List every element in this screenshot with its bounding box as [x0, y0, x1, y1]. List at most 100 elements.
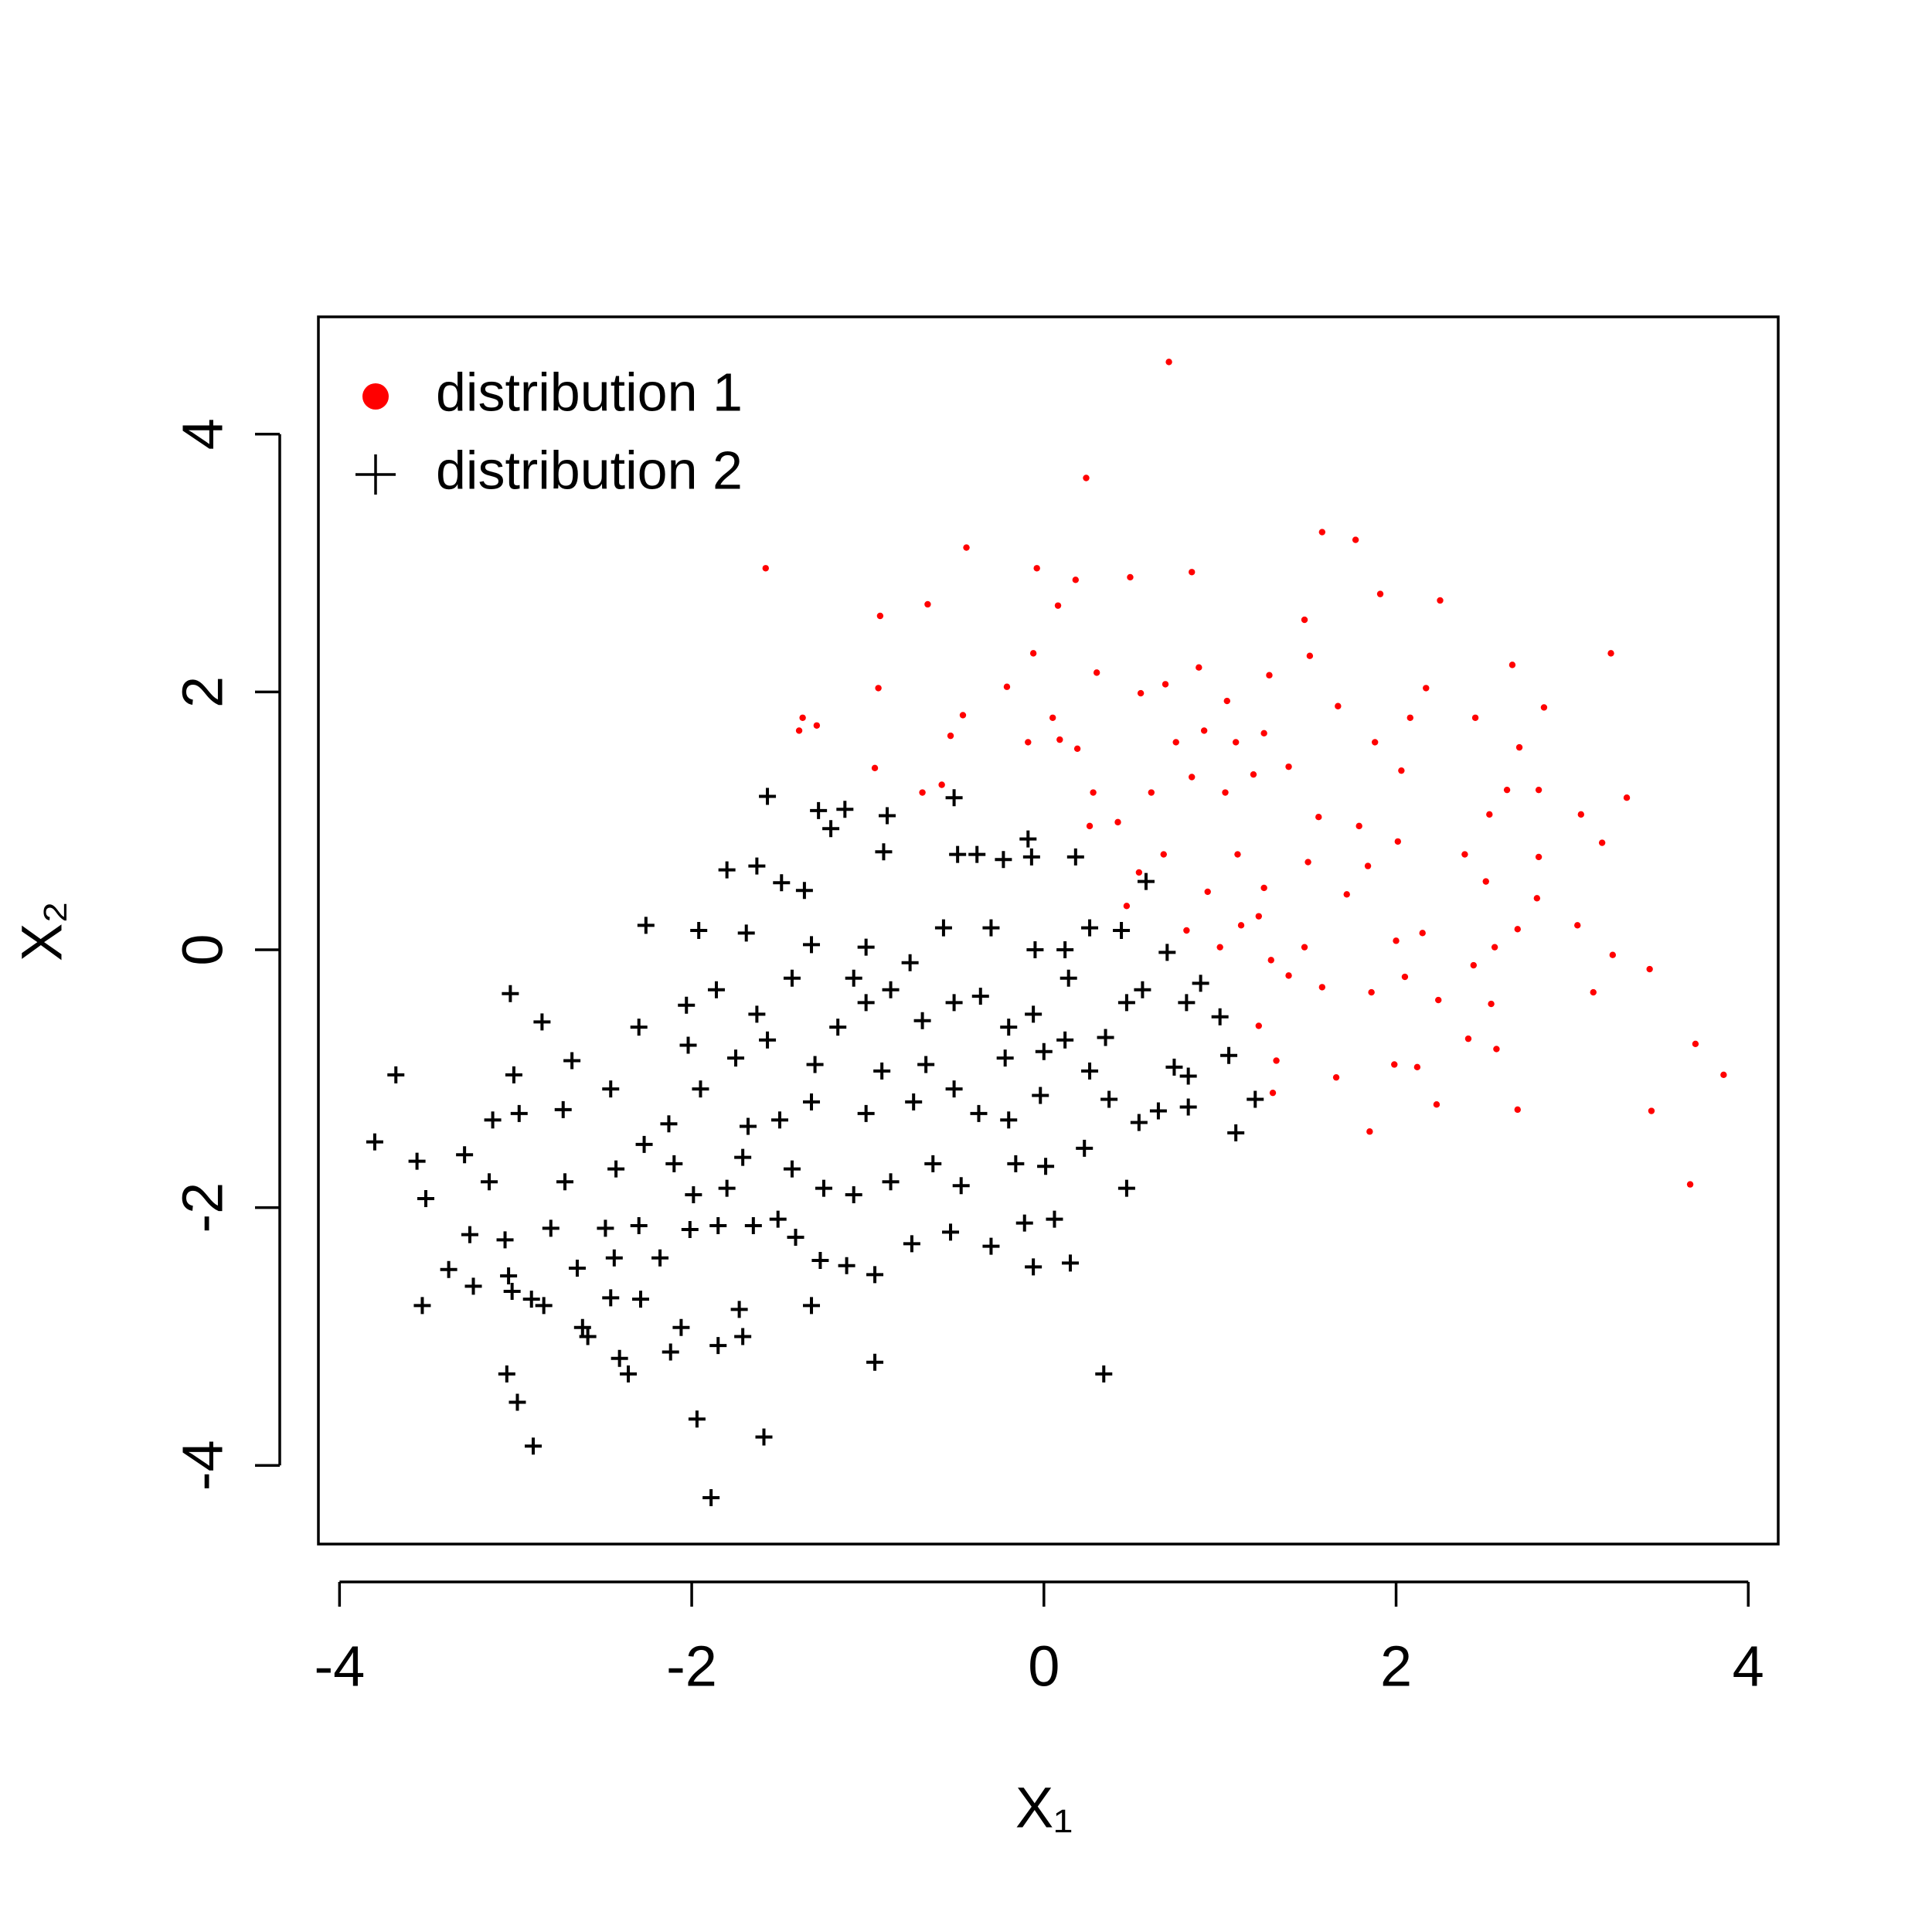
data-point [875, 843, 893, 861]
x-tick-label: -2 [666, 1634, 717, 1699]
data-point [1000, 1019, 1018, 1036]
data-point [1368, 988, 1375, 996]
data-point [1117, 994, 1135, 1012]
data-point [806, 1056, 824, 1073]
data-point [1162, 681, 1169, 688]
data-point [635, 1135, 653, 1153]
data-point [810, 801, 828, 819]
data-point [959, 712, 967, 719]
data-point [879, 807, 896, 825]
data-point [949, 845, 967, 863]
data-point [1130, 1114, 1148, 1131]
data-point [556, 1173, 574, 1191]
data-point [1401, 973, 1409, 981]
data-point [1227, 1124, 1245, 1141]
data-point [1391, 1061, 1398, 1068]
data-point [1514, 926, 1521, 933]
data-point [503, 1283, 521, 1301]
data-point [464, 1277, 482, 1295]
data-point [502, 985, 519, 1002]
data-point [942, 1223, 960, 1241]
data-point [1056, 736, 1063, 743]
data-point [787, 1229, 804, 1246]
legend-marker [362, 383, 389, 410]
data-point [1200, 727, 1208, 734]
data-point [845, 969, 862, 987]
data-point [762, 565, 769, 572]
data-point [597, 1219, 614, 1237]
data-point [945, 1080, 963, 1098]
data-point [1364, 862, 1372, 869]
data-point [866, 1353, 884, 1371]
data-point [917, 1056, 935, 1073]
data-point [945, 994, 963, 1012]
data-point [934, 919, 952, 937]
data-point [702, 1488, 720, 1506]
data-point [1371, 739, 1379, 746]
data-point [1083, 474, 1090, 481]
data-point [1435, 996, 1442, 1004]
data-point [1267, 957, 1274, 964]
data-point [692, 1080, 709, 1098]
data-point [535, 1297, 553, 1315]
data-point [1366, 1128, 1373, 1135]
x-tick-label: 0 [1028, 1634, 1060, 1699]
data-point [1423, 685, 1430, 692]
data-point [1234, 851, 1241, 858]
data-point [1097, 1029, 1114, 1046]
data-point [727, 1049, 745, 1067]
data-point [822, 820, 840, 838]
data-point [1269, 1089, 1277, 1097]
data-point [1033, 565, 1040, 572]
data-point [795, 882, 813, 900]
data-point [882, 981, 900, 998]
data-point [1022, 848, 1040, 866]
data-point [1149, 1102, 1167, 1120]
y-tick-label: -4 [171, 1440, 235, 1491]
data-point [1137, 689, 1145, 697]
data-point [913, 1012, 931, 1029]
data-point [1179, 1098, 1197, 1116]
data-point [882, 1173, 900, 1191]
data-point [1220, 1046, 1238, 1064]
data-point [799, 714, 806, 721]
data-point [996, 1049, 1014, 1067]
data-point [1216, 944, 1223, 951]
data-point [838, 1257, 855, 1274]
y-tick-label: 2 [171, 676, 235, 708]
data-point [748, 1005, 766, 1023]
data-point [1394, 838, 1402, 845]
data-point [924, 600, 931, 608]
data-point [1026, 941, 1044, 959]
data-point [630, 1216, 648, 1234]
data-point [1000, 1111, 1018, 1129]
data-point [769, 1210, 787, 1228]
x-tick-label: -4 [314, 1634, 365, 1699]
data-point [709, 1216, 727, 1234]
data-point [1046, 1210, 1063, 1228]
data-point [1413, 1063, 1421, 1071]
data-point [803, 1297, 821, 1315]
data-point [1165, 1058, 1183, 1076]
data-point [1509, 662, 1516, 668]
data-point [1081, 919, 1099, 937]
data-point [1352, 536, 1359, 543]
data-point [1315, 814, 1322, 821]
data-point [875, 685, 882, 692]
data-point [1514, 1106, 1521, 1114]
data-point [1165, 359, 1172, 366]
data-point [718, 861, 736, 879]
data-point [1343, 891, 1350, 898]
data-point [1178, 994, 1196, 1012]
data-point [498, 1365, 515, 1383]
data-point [1114, 818, 1121, 826]
data-point [1285, 972, 1292, 979]
data-point [1533, 895, 1541, 902]
data-point [690, 922, 708, 939]
data-point [1535, 853, 1543, 861]
data-point [857, 938, 875, 956]
data-point [924, 1155, 942, 1172]
data-point [1032, 1087, 1049, 1104]
data-point [829, 1019, 847, 1036]
data-point [1211, 1008, 1229, 1026]
